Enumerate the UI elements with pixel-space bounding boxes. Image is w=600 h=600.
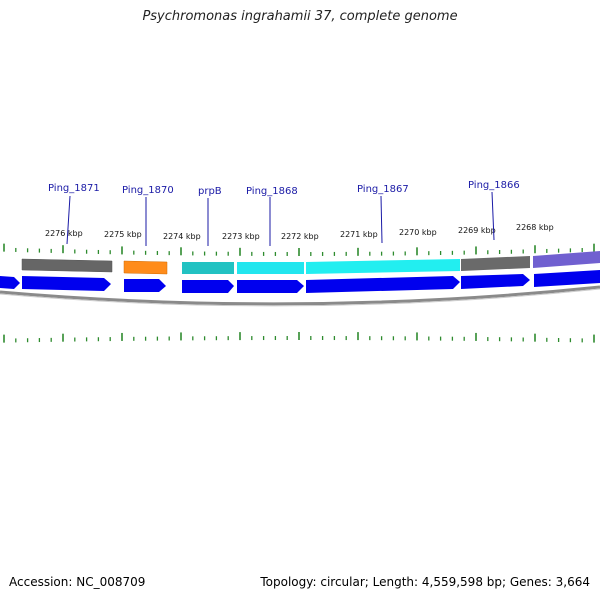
gene-line-ping1867 [380, 195, 383, 244]
gene-label-ping1866[interactable]: Ping_1866 [468, 180, 520, 191]
cds-arrow-ping1866[interactable] [461, 274, 530, 289]
gene-label-ping1868[interactable]: Ping_1868 [246, 186, 298, 197]
gene-label-prpb[interactable]: prpB [198, 186, 222, 197]
feature-prpb[interactable] [182, 262, 234, 274]
tick-label-2274: 2274 kbp [163, 232, 201, 241]
genome-backbone-light [0, 288, 600, 307]
tick-label-2275: 2275 kbp [104, 230, 142, 239]
inner-tick-ring [3, 332, 595, 343]
cds-arrow-next[interactable] [534, 270, 600, 287]
scale-labels: 2276 kbp 2275 kbp 2274 kbp 2273 kbp 2272… [45, 223, 554, 241]
genome-summary-text: Topology: circular; Length: 4,559,598 bp… [260, 575, 590, 589]
feature-next[interactable] [533, 251, 600, 268]
gene-labels: Ping_1871 Ping_1870 prpB Ping_1868 Ping_… [48, 180, 520, 197]
cds-arrow-0[interactable] [0, 276, 20, 289]
gene-label-ping1870[interactable]: Ping_1870 [122, 185, 174, 196]
gene-label-lines [66, 191, 495, 246]
feature-ping1867[interactable] [306, 259, 460, 274]
outer-tick-ring [3, 243, 595, 256]
accession-text: Accession: NC_008709 [9, 575, 146, 589]
cds-arrow-prpb[interactable] [182, 280, 234, 293]
tick-label-2271: 2271 kbp [340, 230, 378, 239]
feature-ping1870[interactable] [123, 260, 168, 275]
genome-backbone [0, 285, 600, 306]
feature-ping1868[interactable] [237, 262, 304, 274]
cds-arrow-ping1867[interactable] [306, 276, 460, 293]
genome-title: Psychromonas ingrahamii 37, complete gen… [142, 9, 458, 24]
tick-label-2276: 2276 kbp [45, 229, 83, 238]
tick-label-2272: 2272 kbp [281, 232, 319, 241]
cds-track [0, 270, 600, 293]
feature-track [21, 251, 600, 275]
tick-label-2269: 2269 kbp [458, 226, 496, 235]
gene-label-ping1871[interactable]: Ping_1871 [48, 183, 100, 194]
gene-line-ping1871 [66, 195, 71, 245]
tick-label-2270: 2270 kbp [399, 228, 437, 237]
gene-line-ping1866 [491, 191, 495, 241]
feature-ping1871[interactable] [21, 258, 113, 273]
gene-label-ping1867[interactable]: Ping_1867 [357, 184, 409, 195]
feature-ping1866[interactable] [461, 256, 530, 271]
cds-arrow-ping1870[interactable] [124, 279, 166, 292]
cds-arrow-ping1871[interactable] [22, 276, 111, 291]
cds-arrow-ping1868[interactable] [237, 280, 304, 293]
tick-label-2273: 2273 kbp [222, 232, 260, 241]
tick-label-2268: 2268 kbp [516, 223, 554, 232]
